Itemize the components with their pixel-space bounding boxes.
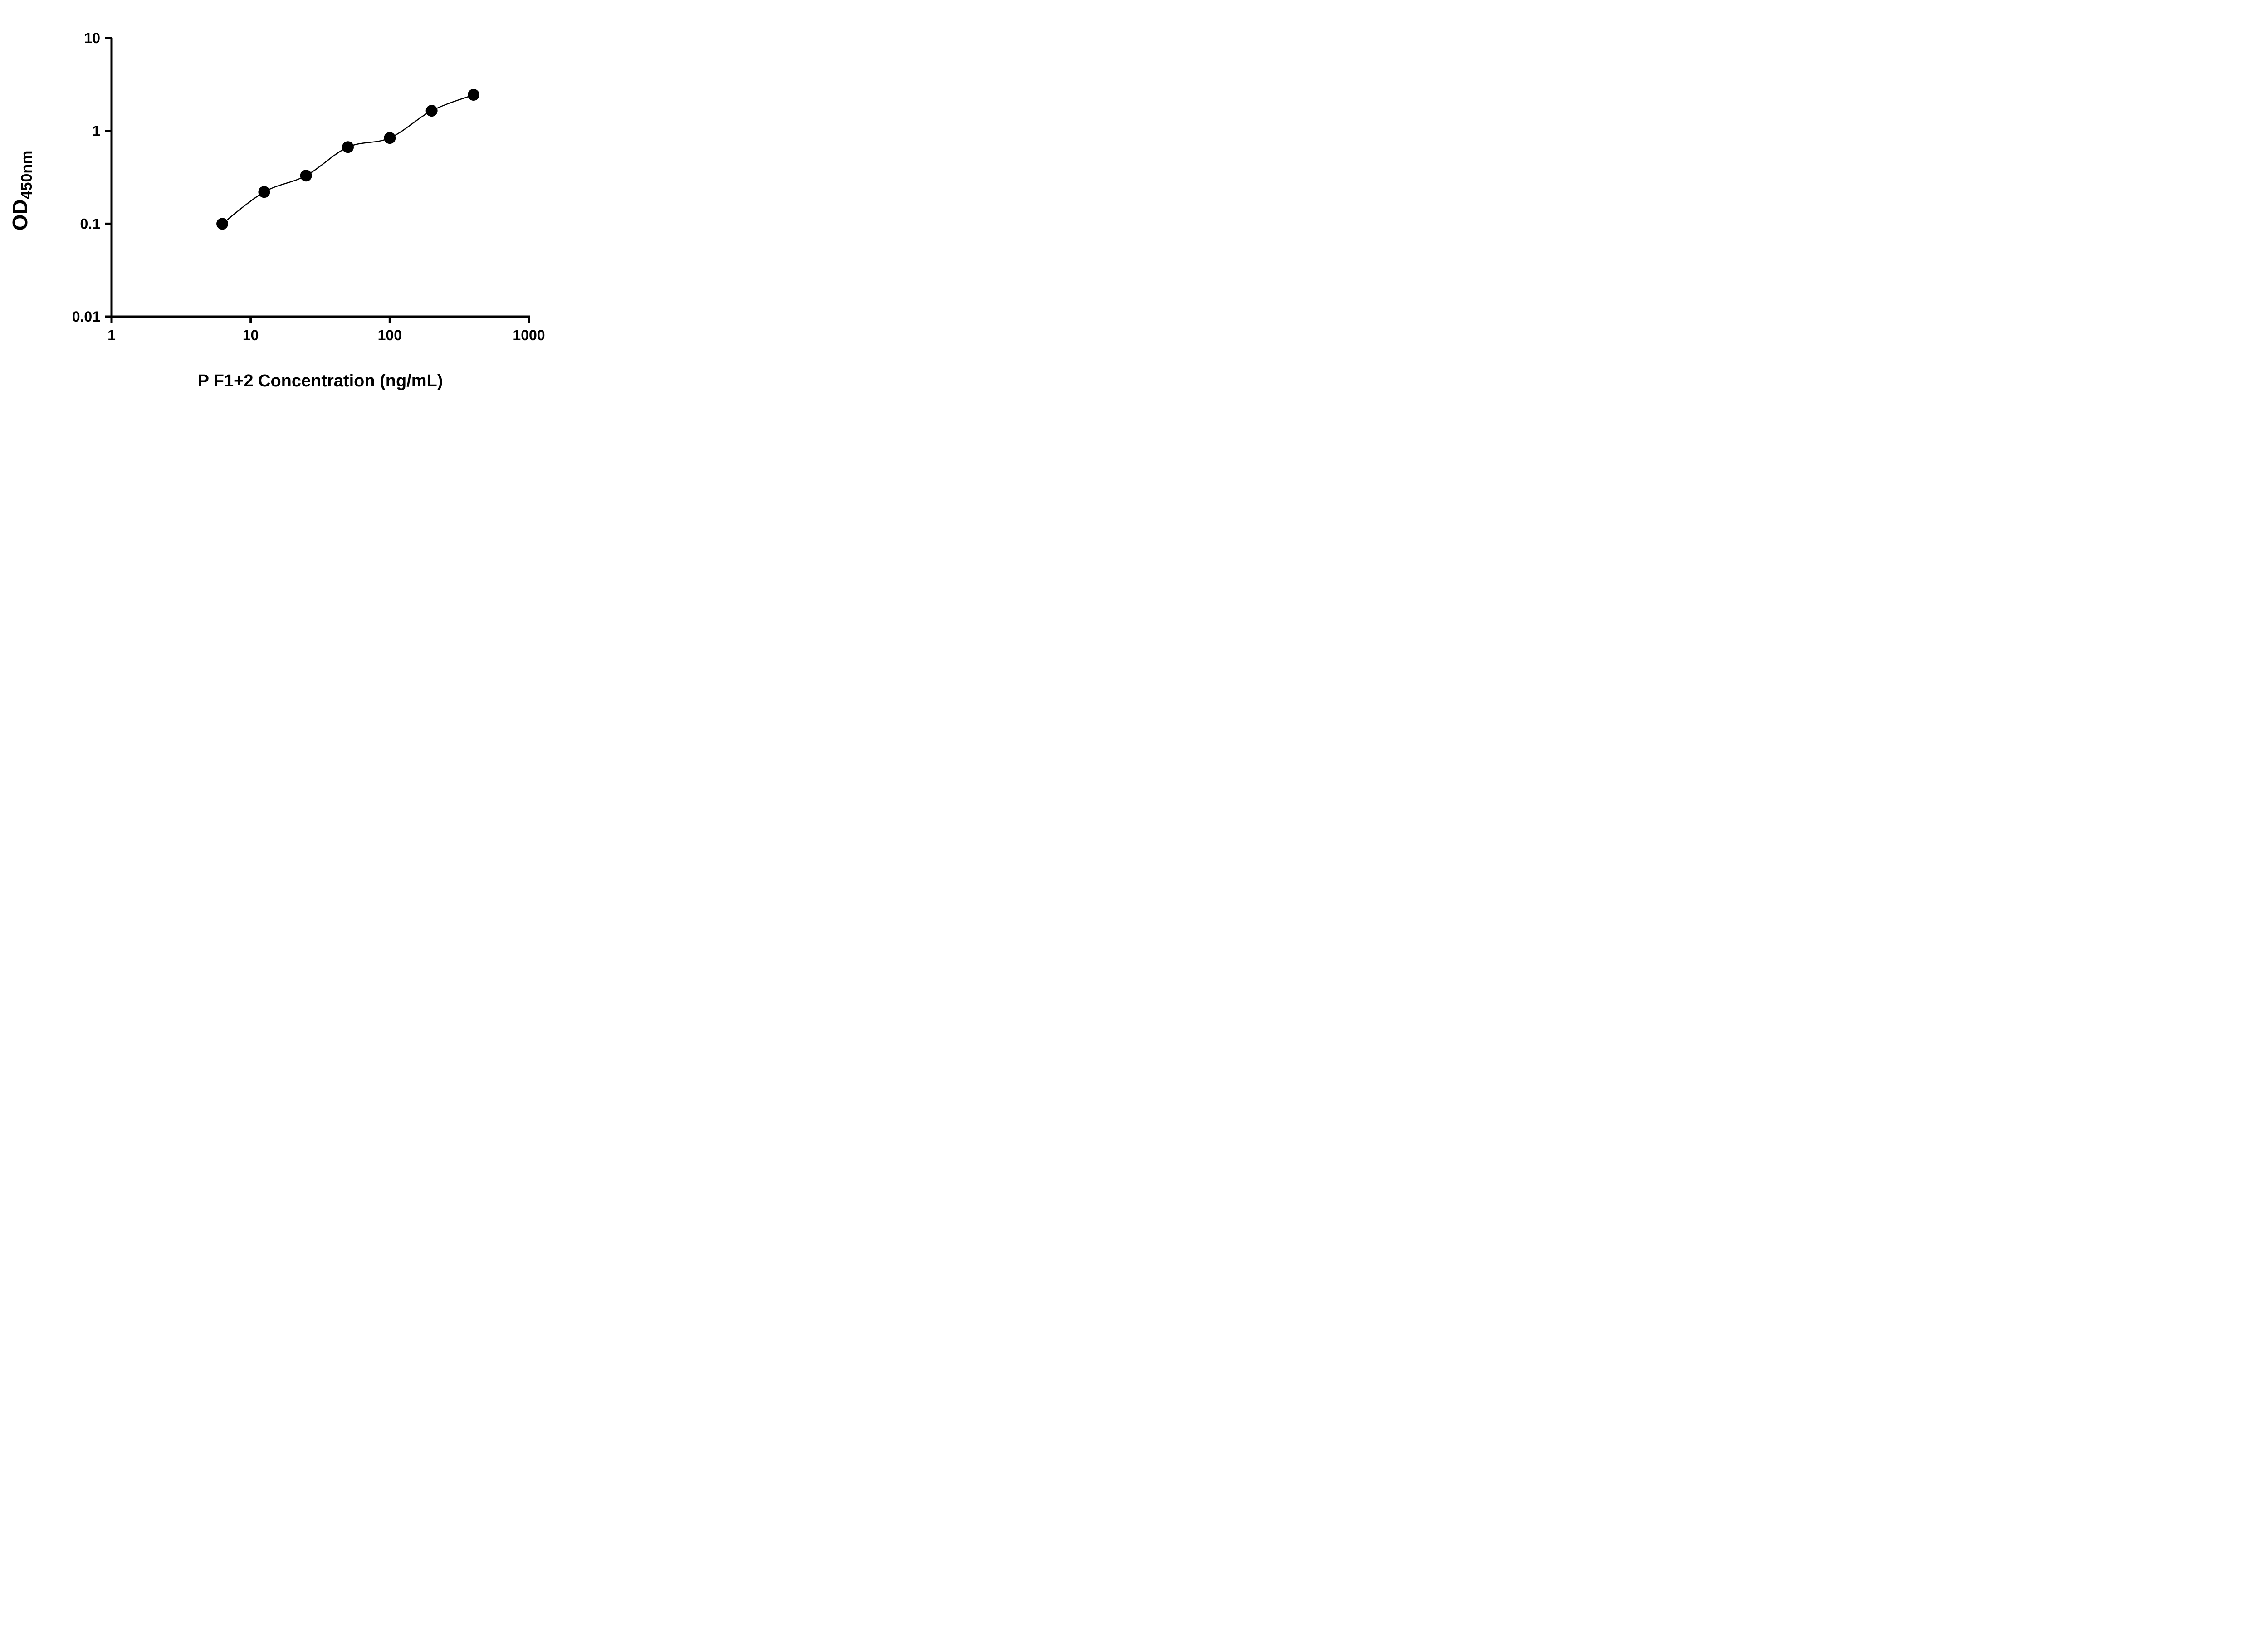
axis-lines — [110, 38, 530, 318]
x-axis-tick-label: 10 — [243, 327, 259, 343]
data-point — [300, 170, 312, 182]
x-axis-tick-label: 1000 — [513, 327, 545, 343]
y-axis-tick-label: 10 — [84, 30, 100, 46]
data-point — [425, 105, 438, 117]
x-axis-title: P F1+2 Concentration (ng/mL) — [198, 372, 443, 391]
x-axis-tick-label: 100 — [378, 327, 402, 343]
x-axis-tick-label: 1 — [108, 327, 116, 343]
data-point — [342, 141, 354, 153]
y-axis-tick-label: 0.1 — [80, 215, 100, 232]
y-axis-title: OD450nm — [8, 151, 35, 231]
standard-curve-chart: 1 10 100 1000 0.01 0.1 1 10 P F1+2 Concentration… — [8, 30, 545, 391]
y-axis-tick-label: 1 — [92, 123, 100, 139]
elisa-standard-curve-figure: 1 10 100 1000 0.01 0.1 1 10 P F1+2 Concentration… — [0, 0, 583, 408]
data-point — [467, 89, 479, 101]
data-point — [384, 132, 396, 144]
data-point — [216, 218, 229, 230]
data-point — [258, 186, 270, 198]
y-axis-tick-label: 0.01 — [72, 308, 100, 325]
